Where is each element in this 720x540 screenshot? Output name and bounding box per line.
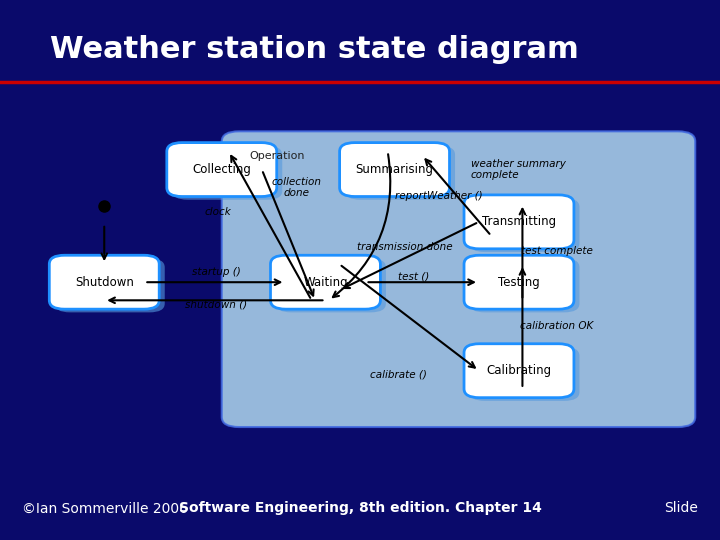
- FancyBboxPatch shape: [222, 131, 696, 427]
- Text: calibrate (): calibrate (): [369, 370, 426, 380]
- FancyBboxPatch shape: [167, 143, 276, 197]
- Text: Software Engineering, 8th edition. Chapter 14: Software Engineering, 8th edition. Chapt…: [179, 502, 541, 515]
- Text: calibration OK: calibration OK: [521, 321, 593, 332]
- Text: test complete: test complete: [521, 246, 593, 256]
- FancyBboxPatch shape: [271, 255, 380, 309]
- Text: Weather station state diagram: Weather station state diagram: [50, 35, 579, 64]
- Text: Waiting: Waiting: [303, 276, 348, 289]
- Text: Testing: Testing: [498, 276, 540, 289]
- Text: weather summary
complete: weather summary complete: [471, 159, 565, 180]
- Text: Calibrating: Calibrating: [487, 364, 552, 377]
- Text: Summarising: Summarising: [356, 163, 433, 176]
- Text: clock: clock: [205, 207, 232, 217]
- FancyBboxPatch shape: [469, 198, 580, 252]
- Text: Operation: Operation: [249, 151, 305, 161]
- FancyBboxPatch shape: [276, 259, 386, 312]
- FancyBboxPatch shape: [464, 344, 574, 397]
- Text: reportWeather (): reportWeather (): [395, 191, 482, 201]
- FancyBboxPatch shape: [469, 259, 580, 312]
- Text: collection
done: collection done: [271, 177, 321, 199]
- FancyBboxPatch shape: [55, 259, 165, 312]
- FancyBboxPatch shape: [172, 146, 282, 200]
- FancyBboxPatch shape: [469, 347, 580, 401]
- FancyBboxPatch shape: [49, 255, 159, 309]
- FancyBboxPatch shape: [464, 195, 574, 249]
- Text: Shutdown: Shutdown: [75, 276, 134, 289]
- Text: ©Ian Sommerville 2006: ©Ian Sommerville 2006: [22, 502, 188, 515]
- FancyBboxPatch shape: [464, 255, 574, 309]
- Text: test (): test (): [398, 271, 430, 281]
- FancyBboxPatch shape: [340, 143, 449, 197]
- Text: transmission done: transmission done: [357, 242, 453, 252]
- Text: Slide: Slide: [665, 502, 698, 515]
- Text: Transmitting: Transmitting: [482, 215, 556, 228]
- Text: shutdown (): shutdown (): [185, 299, 247, 309]
- FancyBboxPatch shape: [345, 146, 455, 200]
- Text: Collecting: Collecting: [192, 163, 251, 176]
- Text: startup (): startup (): [192, 267, 240, 277]
